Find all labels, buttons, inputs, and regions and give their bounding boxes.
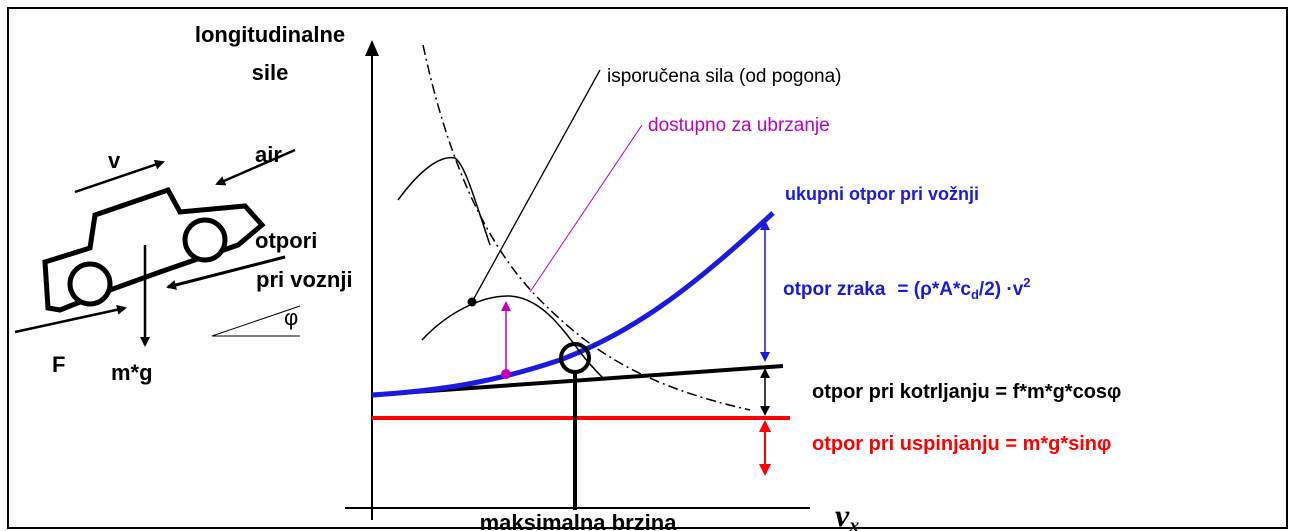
- leader-line: [529, 124, 643, 293]
- air-sup: 2: [1023, 275, 1030, 290]
- available-label: dostupno za ubrzanje: [648, 115, 830, 136]
- y-label: longitudinalne: [195, 22, 345, 47]
- angle: [211, 305, 301, 337]
- engine-curve: [421, 295, 604, 379]
- velocity-label: v: [108, 148, 121, 173]
- force-arrow: [14, 304, 127, 334]
- air-arrow: [215, 148, 296, 186]
- resistance-label: pri voznji: [256, 267, 353, 292]
- wheel: [67, 261, 113, 307]
- delivered-force-label: isporučena sila (od pogona): [607, 66, 842, 87]
- x-label: vx: [835, 497, 859, 531]
- frame: [7, 7, 1288, 529]
- climbing-formula: m*g*sinφ: [1023, 433, 1112, 455]
- air-formula: = (ρ*A*c: [897, 279, 971, 300]
- resistance-arrow: [166, 255, 286, 290]
- force-label: F: [52, 352, 65, 377]
- x-label-sub: x: [848, 515, 859, 531]
- climbing-name: otpor pri uspinjanju =: [812, 433, 1023, 455]
- angle-label: φ: [284, 305, 298, 330]
- velocity-arrow: [74, 159, 165, 194]
- air-label: air: [255, 142, 282, 167]
- engine-curve-low-gear: [397, 156, 491, 246]
- resistance-label: otpori: [255, 228, 317, 253]
- rolling-formula: f*m*g*cosφ: [1013, 381, 1122, 403]
- x-label-main: v: [835, 497, 850, 531]
- power-hyperbola: [422, 44, 751, 411]
- wheel: [182, 217, 228, 263]
- air-sub: d: [971, 287, 979, 302]
- y-label: sile: [252, 60, 289, 85]
- point: [501, 369, 511, 379]
- air-formula-end: /2) ·v: [979, 279, 1024, 300]
- rolling-name: otpor pri kotrljanju =: [812, 381, 1013, 403]
- max-speed-label: maksimalna brzina: [480, 510, 678, 531]
- weight-label: m*g: [111, 360, 153, 385]
- leader-line: [471, 69, 601, 303]
- climbing-label: otpor pri uspinjanju = m*g*sinφ: [812, 433, 1111, 455]
- air-label: otpor zraka = (ρ*A*cd/2) ·v2: [783, 275, 1031, 302]
- total-resistance-curve: [371, 211, 775, 398]
- rolling-label: otpor pri kotrljanju = f*m*g*cosφ: [812, 381, 1121, 403]
- air-name: otpor zraka: [783, 279, 886, 300]
- total-label: ukupni otpor pri vožnji: [785, 184, 979, 204]
